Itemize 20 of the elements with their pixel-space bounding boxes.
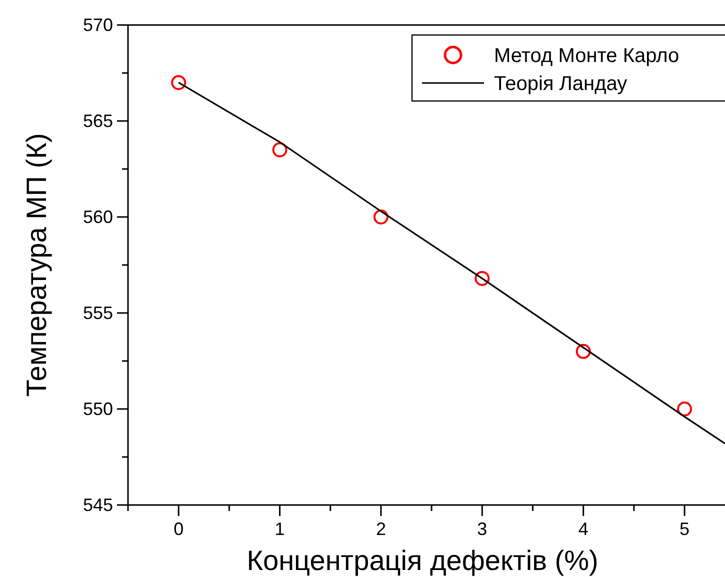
y-tick-label: 555 <box>82 303 113 323</box>
x-tick-label: 2 <box>376 519 386 539</box>
legend-label: Метод Монте Карло <box>494 45 680 67</box>
y-tick-label: 550 <box>82 399 113 419</box>
x-tick-label: 4 <box>578 519 588 539</box>
legend-label: Теорія Ландау <box>494 73 628 95</box>
x-tick-label: 1 <box>274 519 285 539</box>
y-axis-title: Температура МП (К) <box>21 133 52 397</box>
y-tick-label: 570 <box>82 15 113 35</box>
point <box>171 75 186 90</box>
y-tick-label: 560 <box>82 207 113 227</box>
x-axis-title: Концентрація дефектів (%) <box>246 545 598 576</box>
point <box>373 210 388 224</box>
y-tick-label: 565 <box>82 111 113 131</box>
x-tick-label: 3 <box>477 519 488 539</box>
point <box>272 142 288 158</box>
x-tick-label: 5 <box>680 519 690 539</box>
point <box>677 402 692 416</box>
x-tick-label: 0 <box>174 519 184 539</box>
y-tick-label: 545 <box>82 495 113 515</box>
